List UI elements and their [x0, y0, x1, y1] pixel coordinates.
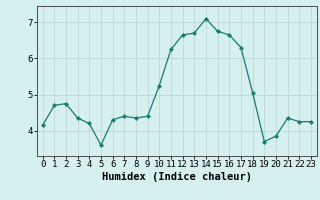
X-axis label: Humidex (Indice chaleur): Humidex (Indice chaleur) — [102, 172, 252, 182]
